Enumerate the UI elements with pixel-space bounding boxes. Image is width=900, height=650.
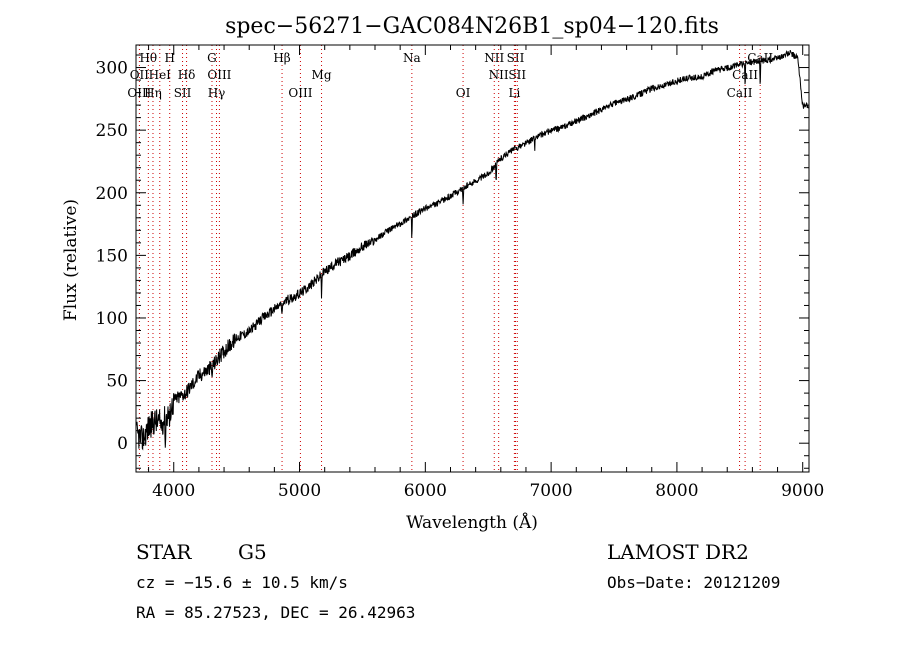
line-marker-label: OII <box>130 68 150 82</box>
y-axis-label: Flux (relative) <box>61 199 81 321</box>
line-marker-label: Hθ <box>139 51 157 65</box>
line-marker-label: OI <box>456 86 471 100</box>
x-tick-label: 9000 <box>781 481 824 501</box>
y-tick-label: 300 <box>96 59 128 79</box>
line-marker-label: Na <box>403 51 421 65</box>
line-marker-label: G <box>207 51 217 65</box>
y-tick-label: 200 <box>96 184 128 204</box>
line-marker-label: HeI <box>149 68 172 82</box>
line-marker-label: SII <box>174 86 192 100</box>
line-marker-label: H <box>164 51 174 65</box>
line-marker-label: CaII <box>727 86 753 100</box>
y-tick-label: 250 <box>96 121 128 141</box>
line-marker-label: SII <box>508 68 526 82</box>
x-tick-label: 7000 <box>529 481 572 501</box>
y-tick-label: 0 <box>117 434 128 454</box>
ra-dec: RA = 85.27523, DEC = 26.42963 <box>136 603 415 622</box>
line-marker-label: Li <box>508 86 520 100</box>
line-marker-label: OIII <box>288 86 312 100</box>
y-tick-label: 100 <box>96 309 128 329</box>
spectrum-line <box>135 49 809 451</box>
redshift-cz: cz = −15.6 ± 10.5 km/s <box>136 573 348 592</box>
line-marker-label: Mg <box>312 68 332 82</box>
line-marker-label: Hη <box>144 86 162 100</box>
y-axis: 0 50 100 150 200 250 300 <box>96 54 809 469</box>
line-marker-label: NII <box>484 51 504 65</box>
line-marker-label: OIII <box>207 68 231 82</box>
line-marker-label: SII <box>507 51 525 65</box>
x-tick-label: 5000 <box>278 481 321 501</box>
x-tick-label: 6000 <box>404 481 447 501</box>
x-tick-label: 4000 <box>152 481 195 501</box>
x-axis: 4000 5000 6000 7000 8000 9000 <box>148 45 824 501</box>
obs-date: Obs−Date: 20121209 <box>607 573 780 592</box>
line-marker-label: Hβ <box>273 51 290 65</box>
survey-name: LAMOST DR2 <box>607 540 749 564</box>
line-marker-label: NII <box>489 68 509 82</box>
line-marker-label: Hδ <box>178 68 196 82</box>
x-tick-label: 8000 <box>655 481 698 501</box>
subclass: G5 <box>238 540 267 564</box>
x-axis-label: Wavelength (Å) <box>406 512 538 533</box>
y-tick-label: 50 <box>106 372 128 392</box>
y-tick-label: 150 <box>96 246 128 266</box>
plot-frame <box>135 44 810 473</box>
chart-title: spec−56271−GAC084N26B1_sp04−120.fits <box>225 14 719 39</box>
spectrum-series <box>135 49 809 451</box>
object-class: STAR <box>136 540 192 564</box>
line-marker-label: Hγ <box>208 86 226 100</box>
